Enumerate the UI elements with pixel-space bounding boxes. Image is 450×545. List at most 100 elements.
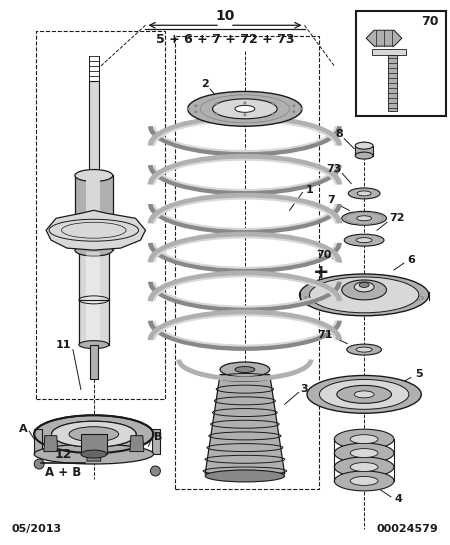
Text: 12: 12	[54, 447, 72, 461]
Text: 72: 72	[389, 213, 405, 223]
Polygon shape	[75, 175, 112, 250]
Ellipse shape	[356, 347, 372, 352]
Circle shape	[292, 110, 296, 113]
Text: 1: 1	[306, 185, 313, 196]
Ellipse shape	[355, 142, 373, 149]
Ellipse shape	[212, 99, 277, 119]
Bar	[86, 180, 100, 245]
Polygon shape	[79, 250, 109, 344]
Text: 7: 7	[328, 195, 335, 205]
Ellipse shape	[235, 367, 255, 372]
Text: A + B: A + B	[45, 467, 81, 480]
Circle shape	[300, 107, 303, 110]
Text: 70: 70	[317, 250, 332, 260]
Polygon shape	[372, 49, 406, 55]
Ellipse shape	[354, 282, 374, 292]
Ellipse shape	[300, 274, 429, 316]
Text: +: +	[313, 263, 330, 282]
Ellipse shape	[81, 450, 107, 458]
Polygon shape	[87, 445, 101, 461]
Ellipse shape	[69, 427, 119, 441]
Ellipse shape	[310, 277, 419, 313]
Bar	[89, 81, 99, 175]
Ellipse shape	[347, 344, 382, 355]
Ellipse shape	[235, 105, 255, 112]
Text: 11: 11	[55, 340, 71, 350]
Ellipse shape	[34, 415, 153, 453]
Ellipse shape	[334, 429, 394, 449]
Text: 6: 6	[407, 255, 415, 265]
Ellipse shape	[75, 169, 112, 181]
Ellipse shape	[355, 152, 373, 159]
Ellipse shape	[52, 421, 136, 447]
Ellipse shape	[357, 191, 371, 196]
Ellipse shape	[344, 234, 384, 246]
Circle shape	[292, 105, 296, 107]
Circle shape	[150, 466, 160, 476]
Bar	[86, 252, 100, 340]
Ellipse shape	[357, 216, 372, 221]
Circle shape	[215, 102, 218, 105]
Ellipse shape	[359, 282, 369, 287]
Text: 05/2013: 05/2013	[11, 524, 62, 534]
Polygon shape	[44, 435, 58, 452]
Ellipse shape	[307, 376, 421, 413]
Ellipse shape	[354, 391, 374, 398]
Polygon shape	[205, 374, 285, 474]
Ellipse shape	[52, 421, 136, 447]
Ellipse shape	[220, 362, 270, 377]
Ellipse shape	[320, 379, 409, 409]
Polygon shape	[46, 210, 145, 250]
Circle shape	[243, 101, 246, 105]
Ellipse shape	[337, 385, 392, 403]
Bar	[356, 11, 446, 116]
Ellipse shape	[75, 244, 112, 256]
Circle shape	[272, 112, 274, 116]
Circle shape	[194, 110, 197, 113]
Polygon shape	[130, 435, 144, 452]
Bar	[36, 31, 165, 399]
Text: 8: 8	[335, 129, 343, 139]
Circle shape	[194, 105, 197, 107]
Text: 73: 73	[327, 164, 342, 173]
Text: 70: 70	[421, 15, 439, 28]
Polygon shape	[366, 30, 402, 46]
Ellipse shape	[34, 444, 153, 464]
Text: 4: 4	[395, 494, 403, 504]
Ellipse shape	[348, 188, 380, 199]
Circle shape	[187, 107, 190, 110]
Bar	[34, 429, 42, 454]
Ellipse shape	[334, 457, 394, 477]
Text: 3: 3	[301, 384, 308, 395]
Text: 00024579: 00024579	[377, 524, 439, 534]
Ellipse shape	[79, 341, 109, 349]
Text: 10: 10	[215, 9, 235, 23]
Ellipse shape	[350, 449, 378, 458]
Polygon shape	[355, 146, 373, 156]
Ellipse shape	[334, 471, 394, 491]
Circle shape	[215, 112, 218, 116]
Text: 2: 2	[201, 79, 209, 89]
Ellipse shape	[334, 443, 394, 463]
Text: 5 + 6 + 7 + 72 + 73: 5 + 6 + 7 + 72 + 73	[156, 33, 294, 46]
Text: A: A	[19, 424, 27, 434]
Bar	[153, 429, 160, 454]
Ellipse shape	[205, 470, 285, 482]
Ellipse shape	[356, 238, 372, 243]
Bar	[81, 434, 107, 454]
Text: 5: 5	[415, 370, 423, 379]
Polygon shape	[388, 55, 397, 111]
Circle shape	[34, 459, 44, 469]
Text: 71: 71	[318, 330, 333, 340]
Ellipse shape	[350, 435, 378, 444]
Ellipse shape	[350, 463, 378, 471]
Ellipse shape	[350, 476, 378, 486]
Ellipse shape	[342, 280, 387, 300]
Bar	[176, 36, 320, 489]
Circle shape	[243, 113, 246, 116]
Text: B: B	[154, 432, 162, 442]
Circle shape	[272, 102, 274, 105]
Polygon shape	[90, 344, 98, 379]
Ellipse shape	[188, 92, 302, 126]
Ellipse shape	[342, 211, 387, 225]
